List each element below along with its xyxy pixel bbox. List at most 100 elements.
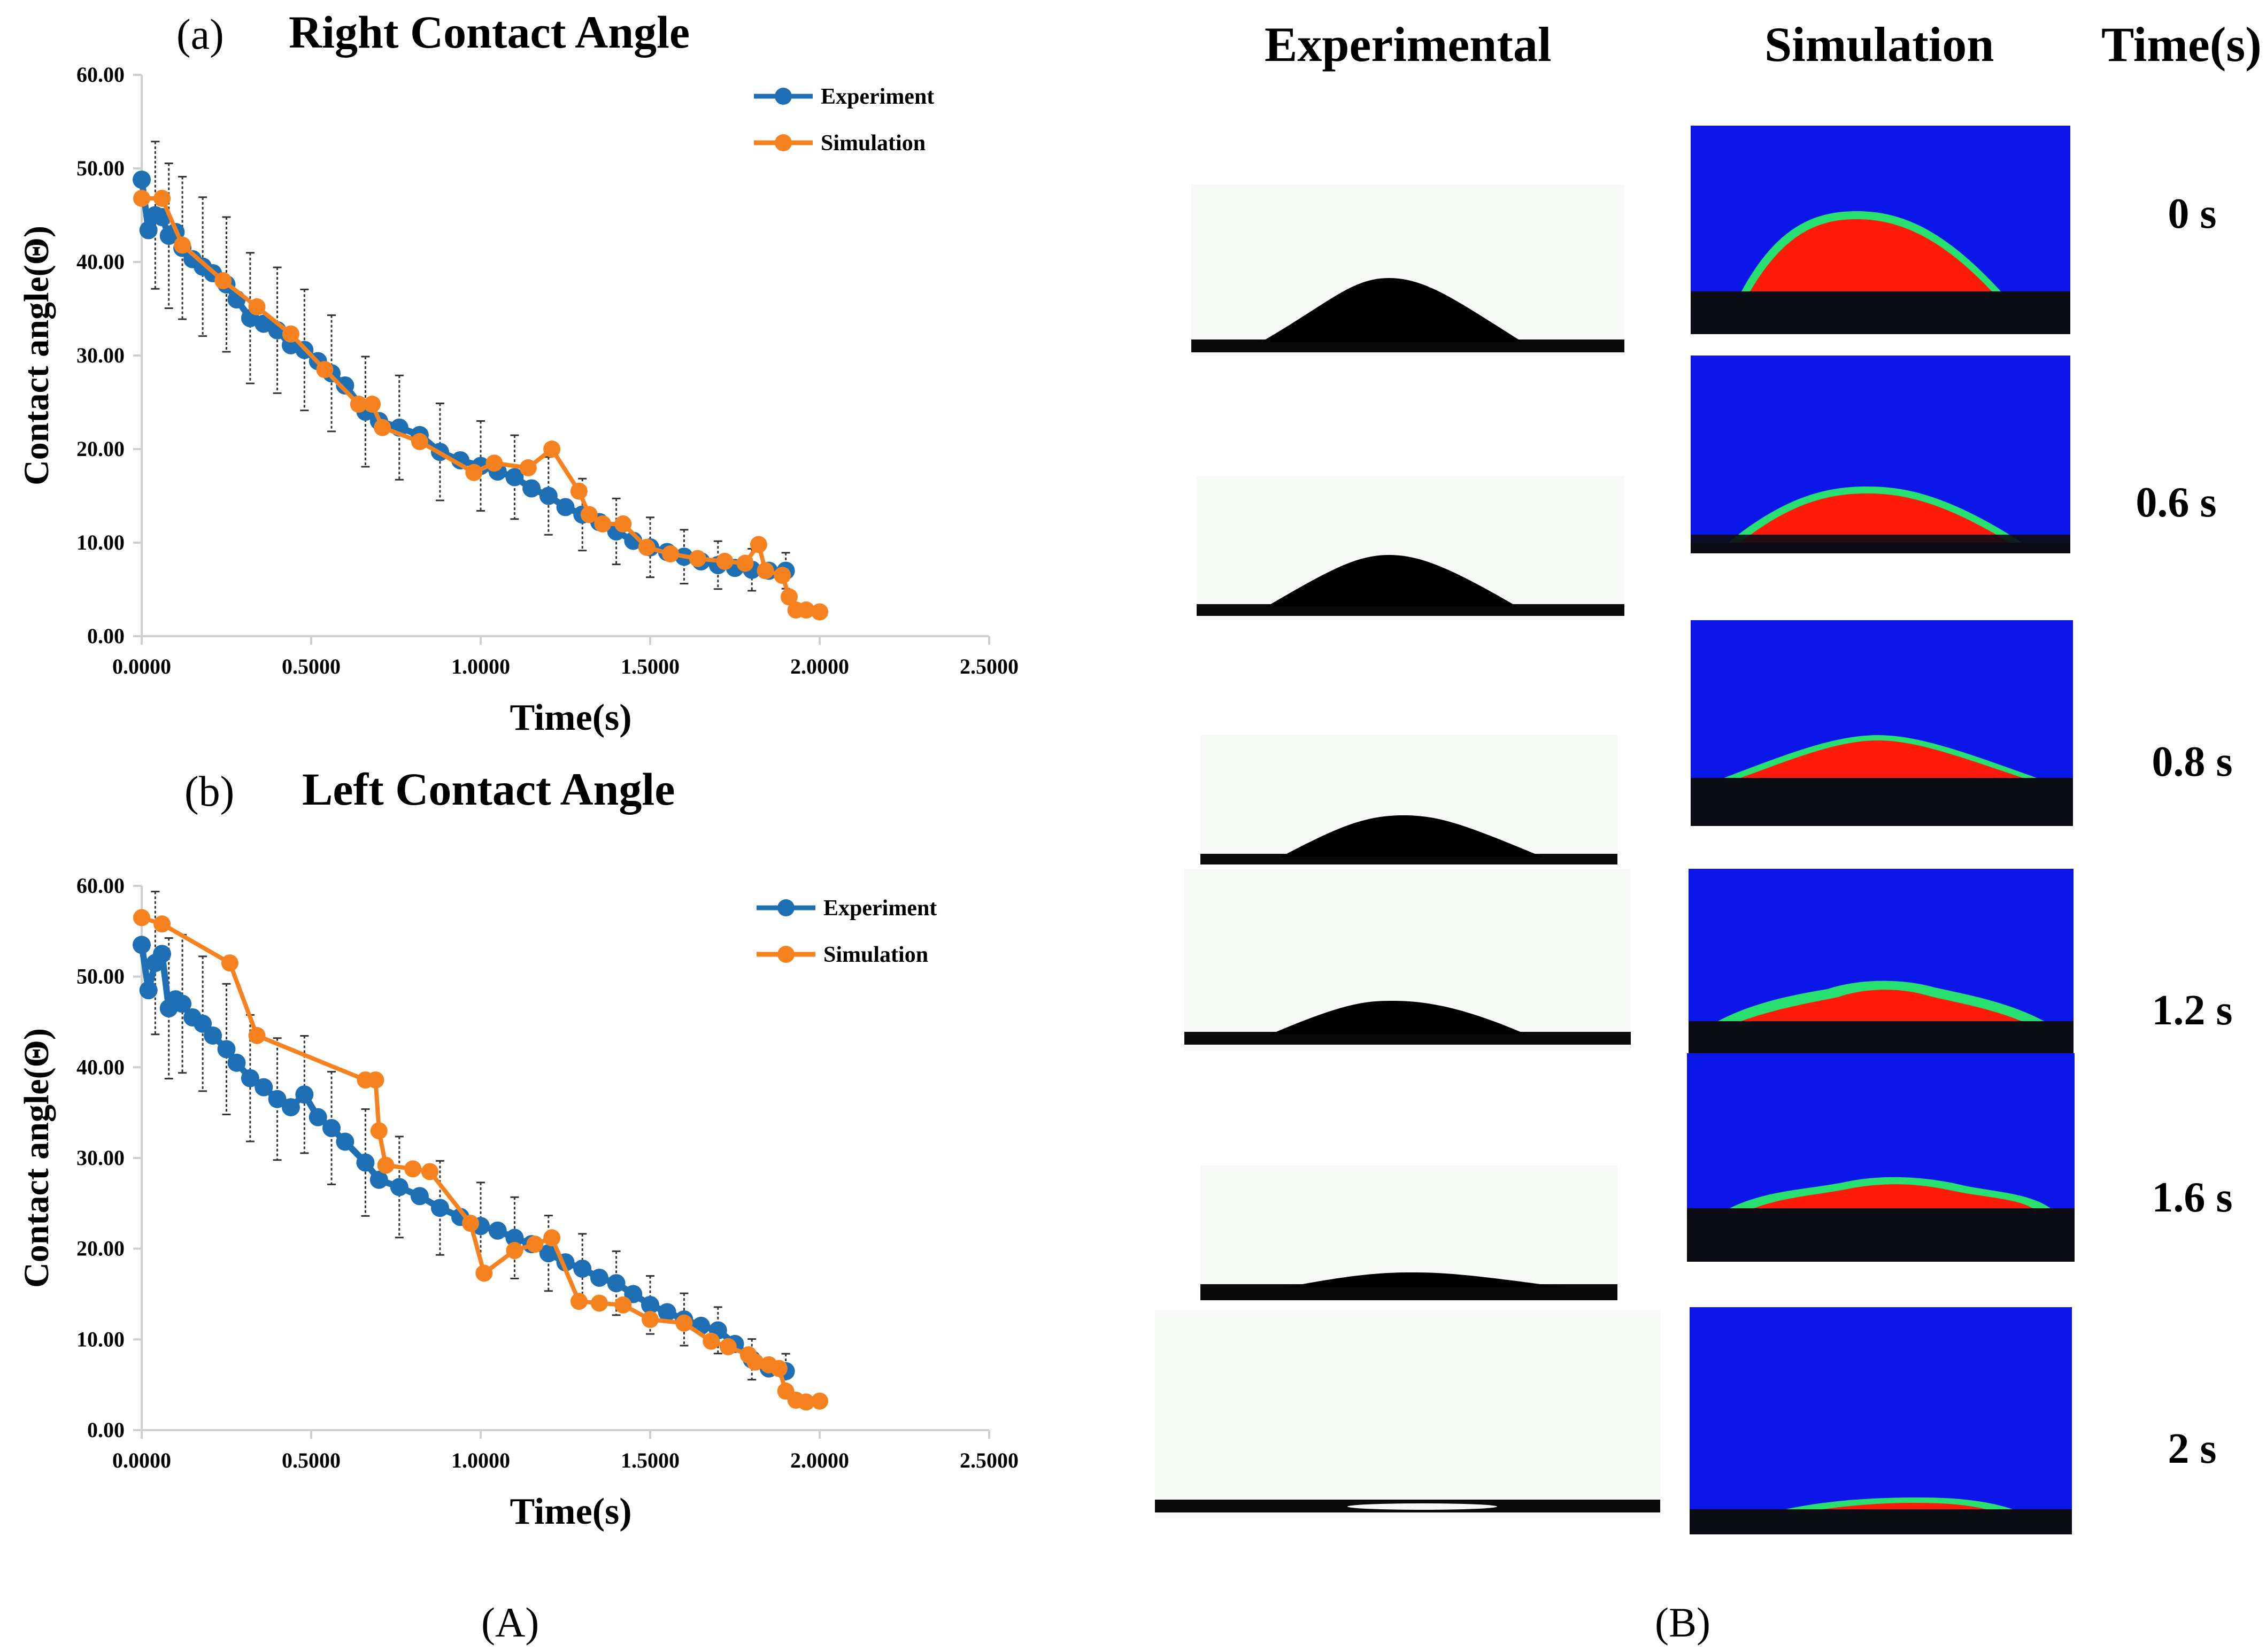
y-tick-label: 50.00 [76,156,125,180]
chart-a-title: Right Contact Angle [289,6,690,58]
panel-b-label: (b) [184,768,235,815]
series-simulation-point [465,464,483,481]
series-simulation-point [526,1236,544,1253]
series-experiment-point [539,1244,558,1263]
x-tick-label: 2.5000 [960,654,1019,678]
series-experiment-point [522,479,541,498]
series-simulation-point [736,554,754,572]
y-tick-label: 30.00 [76,1146,125,1170]
x-tick-label: 0.0000 [112,654,171,678]
y-tick-label: 40.00 [76,1055,125,1079]
series-simulation-point [377,1156,395,1174]
series-experiment-point [268,1090,287,1108]
series-simulation-point [703,1332,720,1350]
x-tick-label: 1.0000 [451,1448,510,1472]
time-label-0: 0 s [2168,190,2217,237]
legend-experiment-marker [777,899,795,916]
x-tick-label: 0.0000 [112,1448,171,1472]
y-axis-label: Contact angle(Θ) [17,226,56,485]
series-simulation-point [780,588,798,606]
series-experiment-point [369,1170,388,1189]
series-experiment-point [658,1303,676,1322]
series-simulation-point [594,515,612,532]
series-simulation-point [153,915,171,933]
series-experiment-point [322,1119,341,1138]
x-axis-label: Time(s) [510,1491,631,1532]
series-experiment-point [133,171,151,189]
x-tick-label: 1.5000 [621,654,680,678]
series-simulation-point [421,1163,438,1180]
legend-experiment-label: Experiment [821,84,934,109]
series-experiment-point [194,1014,212,1033]
series-experiment-point [204,1026,222,1045]
time-label-1: 0.6 s [2136,479,2217,526]
series-experiment-line [138,179,786,574]
x-tick-label: 0.5000 [282,1448,341,1472]
x-tick-label: 1.5000 [621,1448,680,1472]
series-experiment-point [641,1295,659,1314]
y-tick-label: 10.00 [76,1327,125,1351]
series-experiment-point [281,1098,300,1116]
legend-simulation-label: Simulation [823,943,928,967]
series-experiment-point [139,221,158,240]
series-simulation-point [689,550,706,567]
series-simulation-point [719,1338,737,1355]
legend-experiment-label: Experiment [823,896,937,921]
series-simulation-point [590,1294,608,1312]
legend-simulation-marker [775,134,792,151]
chart-b: 0.00 10.00 20.00 30.00 40.00 50.00 60.00 0.0000… [17,874,1019,1532]
series-simulation-point [370,1122,388,1140]
series-simulation-point [519,459,537,476]
series-simulation-point [746,1353,764,1371]
series-experiment-point [173,994,192,1013]
y-tick-label: 30.00 [76,343,125,367]
series-experiment-point [451,451,469,469]
series-simulation-point [133,190,150,207]
legend-simulation-label: Simulation [821,131,926,156]
series-experiment-point [336,1132,354,1151]
simulation-image-1.6s [1687,1053,2075,1262]
series-experiment-point [356,1153,375,1172]
simulation-image-0.6s [1691,356,2070,553]
series-simulation-point [350,396,367,413]
y-tick-label: 10.00 [76,530,125,554]
y-tick-label: 0.00 [87,624,125,648]
series-simulation-point [770,1360,788,1377]
experimental-image-0s [1191,184,1624,356]
experimental-image-1.2s [1184,869,1631,1051]
series-simulation-point [404,1160,422,1178]
y-tick-label: 0.00 [87,1418,125,1442]
series-simulation-point [174,236,191,254]
simulation-header: Simulation [1764,17,1994,72]
series-simulation-point [485,454,503,472]
x-tick-label: 2.5000 [960,1448,1019,1472]
x-tick-label: 1.0000 [451,654,510,678]
series-experiment-point [505,1229,524,1247]
simulation-image-2s [1690,1307,2072,1534]
legend-simulation-marker [777,946,795,963]
experimental-header: Experimental [1265,17,1552,72]
series-experiment-point [410,1187,429,1206]
experimental-image-1.6s [1200,1165,1617,1302]
time-label-2: 0.8 s [2152,738,2233,785]
series-simulation-point [811,603,828,621]
x-tick-label: 2.0000 [790,654,849,678]
y-tick-label: 20.00 [76,1237,125,1261]
series-simulation-point [716,553,734,570]
simulation-image-1.2s [1689,869,2074,1053]
series-simulation-point [570,1293,588,1310]
series-experiment-point [295,1085,314,1104]
series-experiment-point [573,1259,592,1278]
series-simulation-point [774,567,791,584]
simulation-image-0.8s [1691,620,2073,826]
x-tick-label: 2.0000 [790,1448,849,1472]
series-simulation-point [133,909,150,927]
series-simulation-point [614,1296,632,1314]
series-simulation-point [411,433,428,450]
series-experiment-point [227,1053,246,1072]
series-simulation-point [475,1264,493,1282]
series-simulation-point [506,1242,523,1260]
series-simulation-point [638,538,656,556]
series-simulation-point [153,190,171,207]
y-tick-label: 40.00 [76,250,125,274]
